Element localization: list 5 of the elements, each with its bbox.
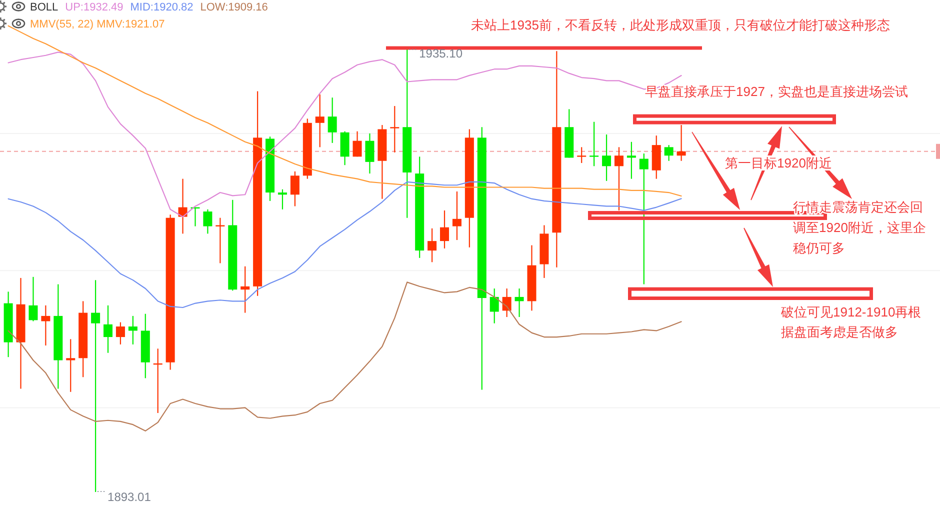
legend-title: BOLL (30, 2, 58, 14)
series-label: MMV(55, 22) MMV:1921.07 (30, 18, 165, 30)
annotation: 1935.10 (419, 46, 463, 60)
legend: BOLL UP:1932.49 MID:1920.82 LOW:1909.16 MMV(55, 22) MMV:1921.07 (0, 0, 268, 30)
annotation: 1893.01 (108, 490, 152, 504)
